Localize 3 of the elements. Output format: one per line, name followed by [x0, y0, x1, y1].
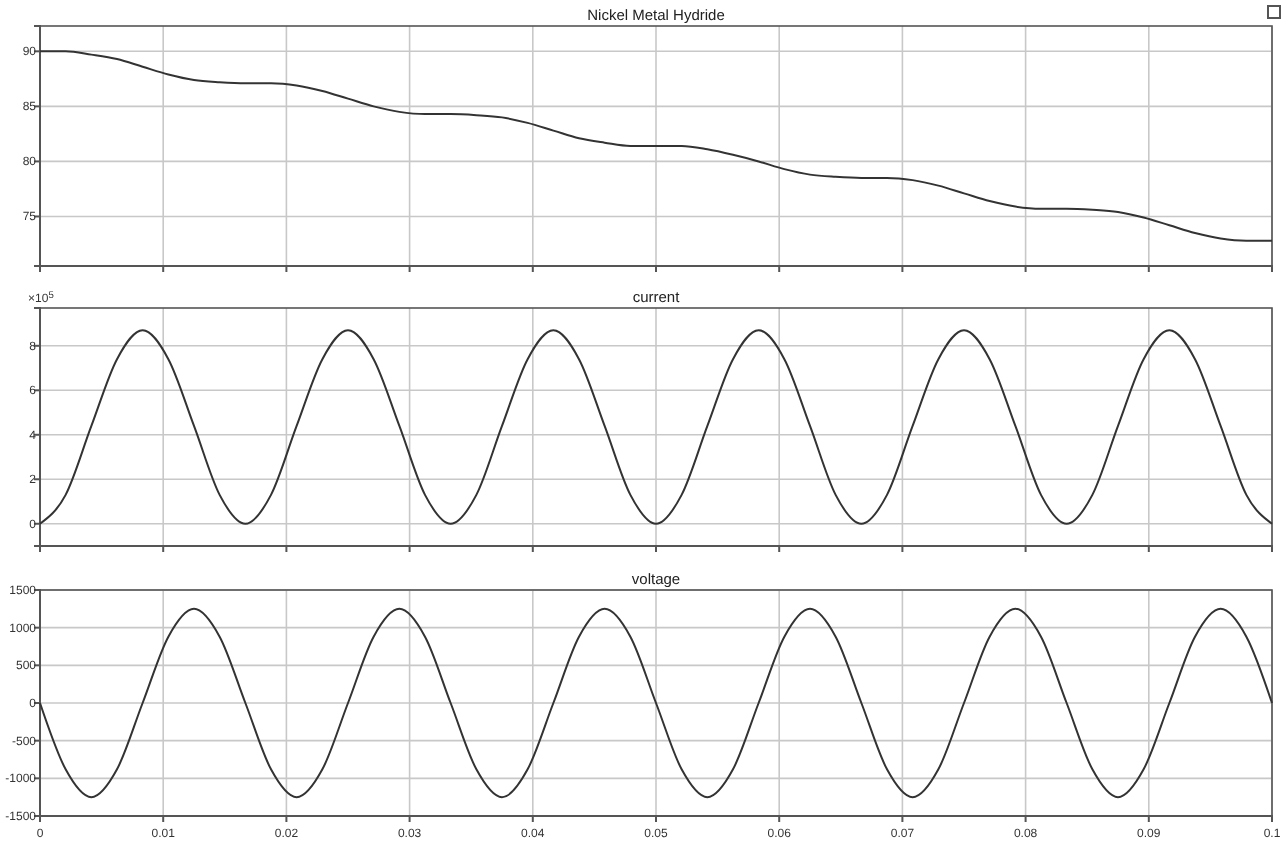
line-series: [39, 329, 1273, 525]
line-series: [39, 50, 1273, 242]
line-series: [39, 607, 1273, 799]
